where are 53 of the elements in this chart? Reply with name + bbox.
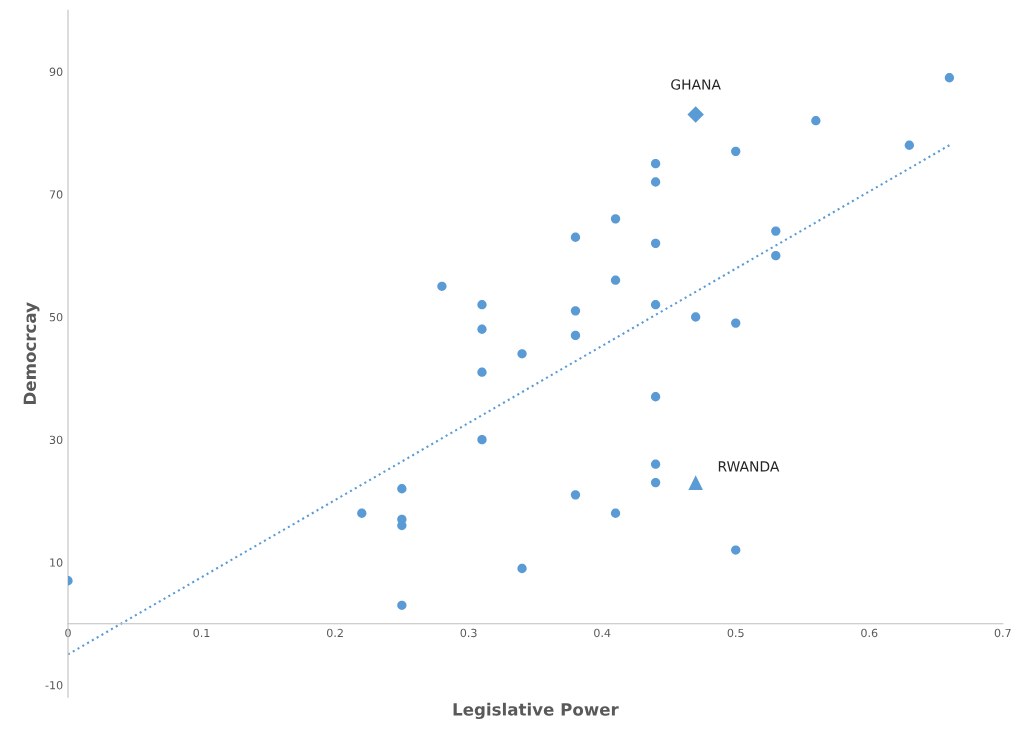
point — [650, 238, 661, 249]
point — [437, 281, 447, 291]
x-tick-label: 0 — [65, 628, 71, 638]
point — [811, 116, 821, 126]
point — [771, 226, 781, 236]
point — [650, 300, 661, 310]
point — [650, 177, 661, 187]
annotation: RWANDA — [718, 461, 780, 472]
point — [771, 250, 781, 261]
point — [944, 73, 955, 83]
x-tick-label: 0.7 — [994, 628, 1011, 638]
point — [570, 330, 581, 341]
point — [477, 300, 487, 310]
point — [570, 490, 581, 500]
y-tick-label: 50 — [49, 312, 63, 322]
point — [691, 312, 701, 322]
x-tick-label: 0.3 — [460, 628, 477, 638]
x-tick-label: 0.2 — [326, 628, 343, 638]
x-tick-label: 0.1 — [193, 628, 210, 638]
point — [904, 140, 914, 150]
point — [731, 545, 741, 555]
y-tick-label: 90 — [49, 67, 63, 76]
point — [477, 367, 487, 377]
point — [397, 600, 407, 610]
y-tick-label: -10 — [45, 681, 63, 690]
point — [610, 275, 621, 285]
annotation: GHANA — [671, 79, 721, 90]
x-tick-label: 0.6 — [861, 628, 878, 638]
point — [570, 306, 581, 316]
y-tick-label: 10 — [50, 558, 63, 567]
point — [610, 508, 621, 518]
point — [650, 392, 661, 402]
point — [357, 508, 367, 518]
point — [731, 146, 741, 157]
point — [650, 459, 661, 469]
y-tick-label: 70 — [49, 190, 63, 199]
x-tick-label: 0.5 — [727, 628, 744, 638]
point — [610, 214, 621, 224]
point — [477, 324, 487, 334]
x-tick-label: 0.4 — [594, 628, 611, 638]
point — [687, 106, 704, 123]
y-tick-label: 30 — [49, 435, 63, 445]
x-axis-title: Legislative Power — [453, 702, 619, 720]
point — [650, 477, 661, 488]
point — [688, 475, 703, 490]
y-axis-title: Democrcay — [23, 302, 40, 405]
point — [731, 318, 741, 328]
point — [517, 563, 527, 574]
point — [650, 158, 661, 169]
point — [477, 435, 487, 445]
point — [570, 232, 581, 242]
point — [397, 484, 407, 494]
point — [517, 349, 527, 359]
